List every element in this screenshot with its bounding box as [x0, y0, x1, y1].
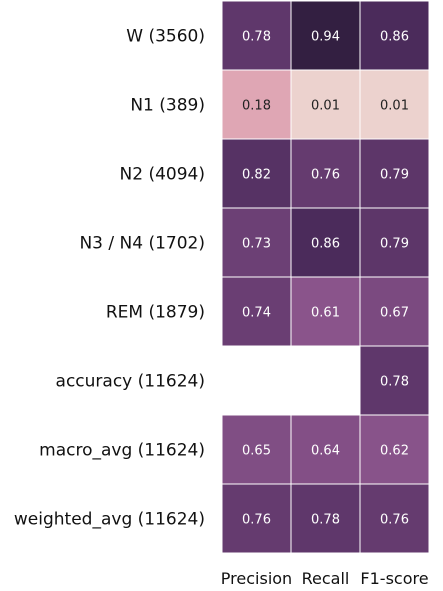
heatmap-cell [221, 414, 292, 485]
cell-value-label: 0.79 [380, 168, 409, 183]
cell-value-label: 0.76 [242, 513, 271, 528]
row-label: N1 (389) [130, 96, 205, 116]
cell-value-label: 0.67 [380, 306, 409, 321]
cell-value-label: 0.82 [242, 168, 271, 183]
row-label: weighted_avg (11624) [14, 510, 205, 530]
cell-value-label: 0.78 [311, 513, 340, 528]
cell-value-label: 0.78 [242, 30, 271, 45]
heatmap-cell [359, 345, 430, 416]
heatmap-cell [359, 207, 430, 278]
heatmap-cell [221, 69, 292, 140]
heatmap-cell [359, 69, 430, 140]
cell-value-label: 0.62 [380, 444, 409, 459]
row-label: N2 (4094) [120, 165, 205, 185]
cell-value-label: 0.18 [242, 99, 271, 114]
cell-value-label: 0.86 [311, 237, 340, 252]
cell-value-label: 0.76 [380, 513, 409, 528]
heatmap-cell [221, 0, 292, 71]
column-label: Recall [302, 569, 350, 588]
heatmap-cell [359, 0, 430, 71]
heatmap-cell [290, 414, 361, 485]
cell-value-label: 0.61 [311, 306, 340, 321]
cell-value-label: 0.94 [311, 30, 340, 45]
row-label: N3 / N4 (1702) [79, 234, 205, 254]
cell-value-label: 0.65 [242, 444, 271, 459]
heatmap-cell [221, 276, 292, 347]
row-label: accuracy (11624) [56, 372, 205, 392]
row-label: macro_avg (11624) [39, 441, 205, 461]
cell-value-label: 0.73 [242, 237, 271, 252]
row-label: REM (1879) [106, 303, 205, 323]
cell-value-label: 0.01 [380, 99, 409, 114]
row-label: W (3560) [126, 27, 205, 47]
cell-value-label: 0.76 [311, 168, 340, 183]
heatmap-cell [290, 0, 361, 71]
heatmap-cell [290, 138, 361, 209]
cell-value-label: 0.78 [380, 375, 409, 390]
cell-value-label: 0.01 [311, 99, 340, 114]
cell-value-label: 0.74 [242, 306, 271, 321]
heatmap-cell [359, 483, 430, 554]
cell-value-label: 0.86 [380, 30, 409, 45]
column-label: F1-score [360, 569, 428, 588]
heatmap-cell [359, 414, 430, 485]
heatmap-cell [221, 207, 292, 278]
cell-value-label: 0.64 [311, 444, 340, 459]
heatmap-cell [359, 276, 430, 347]
cell-value-label: 0.79 [380, 237, 409, 252]
heatmap-cell [290, 483, 361, 554]
heatmap-cell [290, 276, 361, 347]
column-label: Precision [221, 569, 292, 588]
heatmap-cell [221, 483, 292, 554]
